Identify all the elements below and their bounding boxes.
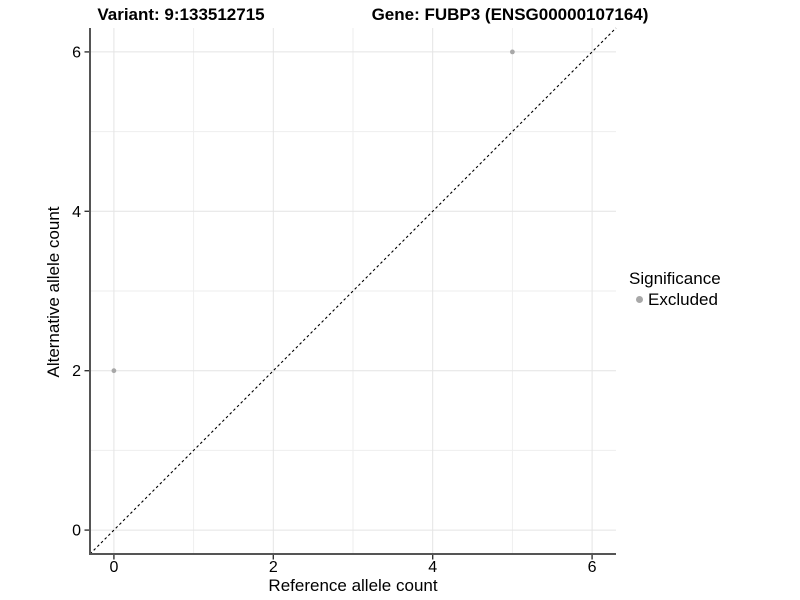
y-axis-title: Alternative allele count xyxy=(44,206,63,378)
variant-title: Variant: 9:133512715 xyxy=(97,5,265,24)
data-point xyxy=(111,368,117,374)
y-tick-label: 6 xyxy=(72,44,81,61)
x-tick-label: 4 xyxy=(428,559,437,576)
gene-title: Gene: FUBP3 (ENSG00000107164) xyxy=(371,5,649,24)
legend: Significance Excluded xyxy=(629,269,721,309)
legend-title: Significance xyxy=(629,269,721,288)
x-tick-label: 2 xyxy=(269,559,278,576)
x-axis-title: Reference allele count xyxy=(268,576,438,595)
identity-line xyxy=(89,27,617,555)
legend-item-excluded: Excluded xyxy=(629,290,721,309)
x-tick-label: 0 xyxy=(109,559,118,576)
y-tick-label: 2 xyxy=(72,363,81,380)
data-point xyxy=(509,49,515,55)
y-tick-label: 0 xyxy=(72,523,81,540)
y-tick-label: 4 xyxy=(72,204,81,221)
legend-point-icon xyxy=(636,296,643,303)
x-tick-label: 6 xyxy=(588,559,597,576)
legend-item-label: Excluded xyxy=(648,290,718,309)
